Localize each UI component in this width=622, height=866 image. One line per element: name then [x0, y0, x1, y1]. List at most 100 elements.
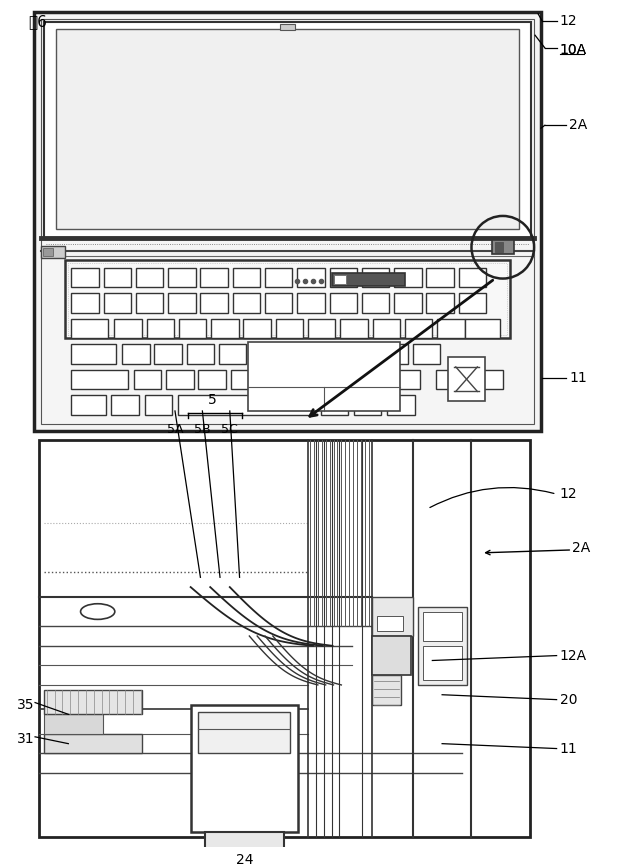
Bar [179, 319, 207, 339]
Bar [178, 395, 315, 415]
Bar [41, 18, 534, 423]
Bar [122, 344, 149, 364]
Bar [43, 249, 53, 256]
Bar [372, 636, 411, 675]
Bar [34, 12, 541, 430]
Bar [422, 646, 462, 680]
Bar [72, 294, 99, 313]
Bar [198, 713, 290, 753]
Text: 2A: 2A [569, 119, 588, 132]
Bar [248, 342, 400, 411]
Text: 24: 24 [236, 853, 253, 866]
Bar [348, 344, 376, 364]
Bar [376, 617, 403, 631]
Bar [321, 395, 348, 415]
Bar [328, 370, 355, 389]
Bar [394, 268, 422, 288]
Bar [191, 705, 299, 831]
Text: 11: 11 [560, 741, 577, 755]
Bar [72, 319, 108, 339]
Bar [330, 294, 357, 313]
Bar [354, 395, 381, 415]
Text: 20: 20 [560, 693, 577, 707]
Bar [373, 319, 400, 339]
Bar [427, 294, 454, 313]
Text: 35: 35 [17, 697, 34, 712]
Bar [297, 268, 325, 288]
Bar [392, 370, 420, 389]
Bar [297, 294, 325, 313]
Bar [436, 370, 503, 389]
Bar [422, 611, 462, 641]
Text: 5A: 5A [167, 423, 183, 436]
Text: 11: 11 [569, 371, 587, 385]
Bar [316, 344, 343, 364]
Bar [308, 319, 335, 339]
Bar [388, 395, 415, 415]
Bar [465, 319, 500, 339]
Text: 31: 31 [16, 732, 34, 746]
Text: 12: 12 [560, 14, 577, 28]
Bar [405, 319, 432, 339]
Bar [231, 370, 258, 389]
Text: 10A: 10A [560, 43, 587, 57]
Bar [55, 29, 519, 229]
Bar [200, 268, 228, 288]
Bar [276, 319, 303, 339]
Bar [72, 344, 116, 364]
Bar [136, 294, 163, 313]
Bar [168, 294, 195, 313]
Bar [145, 395, 172, 415]
Bar [114, 319, 142, 339]
Bar [134, 370, 161, 389]
Bar [219, 344, 246, 364]
Bar [437, 319, 465, 339]
Bar [265, 268, 292, 288]
Text: 12: 12 [560, 488, 577, 501]
Bar [394, 294, 422, 313]
Bar [44, 22, 531, 238]
Bar [168, 268, 195, 288]
Bar [362, 268, 389, 288]
Bar [340, 319, 368, 339]
Bar [111, 395, 139, 415]
Bar [280, 24, 295, 30]
Bar [335, 275, 346, 284]
Bar [103, 268, 131, 288]
Bar [417, 607, 466, 685]
Bar [72, 395, 106, 415]
Bar [233, 268, 260, 288]
Bar [263, 370, 290, 389]
Bar [332, 273, 405, 287]
Bar [427, 268, 454, 288]
Bar [265, 294, 292, 313]
Bar [41, 246, 65, 258]
Bar [44, 734, 142, 753]
Bar [330, 268, 357, 288]
Bar [495, 242, 503, 252]
Bar [211, 319, 239, 339]
Bar [68, 263, 507, 334]
Bar [295, 370, 323, 389]
Bar [166, 370, 193, 389]
Bar [72, 268, 99, 288]
Bar [372, 597, 413, 636]
Bar [372, 675, 401, 705]
Text: 5B: 5B [194, 423, 211, 436]
Bar [65, 260, 509, 338]
Bar [233, 294, 260, 313]
Text: 2A: 2A [572, 541, 590, 555]
Text: 5C: 5C [221, 423, 238, 436]
Bar [251, 344, 279, 364]
Text: 10A: 10A [560, 43, 587, 57]
Bar [243, 319, 271, 339]
Bar [360, 370, 388, 389]
Text: 12A: 12A [560, 649, 587, 662]
Bar [459, 294, 486, 313]
Bar [448, 357, 485, 401]
Bar [205, 831, 284, 850]
Bar [362, 294, 389, 313]
Bar [284, 344, 311, 364]
Bar [459, 268, 486, 288]
Bar [103, 294, 131, 313]
